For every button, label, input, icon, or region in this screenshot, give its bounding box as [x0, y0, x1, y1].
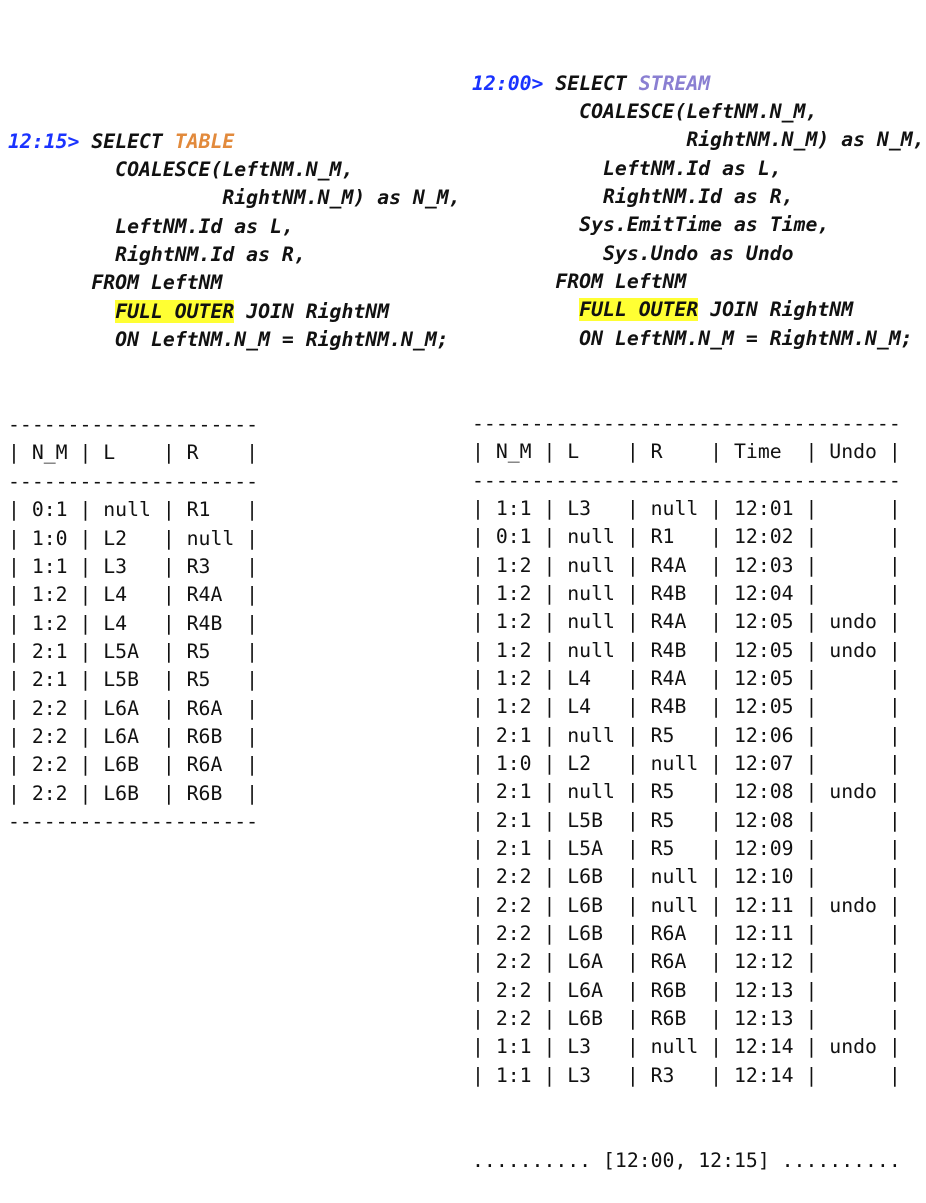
divider: ---------------------: [8, 413, 259, 437]
divider: ---------------------: [8, 469, 259, 493]
table-row: | 1:2 | L4 | R4A | 12:05 | |: [472, 666, 901, 690]
table-row: | 2:1 | L5A | R5 |: [8, 639, 259, 663]
table-row: | 1:2 | L4 | R4A |: [8, 583, 259, 607]
table-row: | 1:2 | L4 | R4B |: [8, 611, 259, 635]
table-row: | 1:0 | L2 | null |: [8, 526, 259, 550]
table-row: | 2:2 | L6B | null | 12:10 | |: [472, 865, 901, 889]
table-row: | 1:2 | L4 | R4B | 12:05 | |: [472, 695, 901, 719]
code-line: FULL OUTER JOIN RightNM: [472, 296, 925, 324]
code-text: JOIN RightNM: [698, 298, 854, 322]
table-row: | 2:1 | null | R5 | 12:08 | undo |: [472, 780, 901, 804]
code-line: Sys.EmitTime as Time,: [472, 211, 925, 239]
code-line: COALESCE(LeftNM.N_M,: [8, 156, 461, 184]
code-text: LeftNM.Id as L,: [472, 156, 782, 180]
code-line: 12:00> SELECT STREAM: [472, 70, 925, 98]
code-line: RightNM.N_M) as N_M,: [8, 184, 461, 212]
code-line: LeftNM.Id as L,: [8, 213, 461, 241]
code-text: RightNM.N_M) as N_M,: [472, 128, 925, 152]
table-row: | 1:2 | null | R4A | 12:05 | undo |: [472, 610, 901, 634]
table-row: | 2:2 | L6B | R6A | 12:11 | |: [472, 922, 901, 945]
table-row: | 1:2 | null | R4A | 12:03 | |: [472, 553, 901, 577]
code-text: Sys.EmitTime as Time,: [472, 213, 830, 237]
code-line: COALESCE(LeftNM.N_M,: [472, 98, 925, 126]
table-row: | 2:1 | L5B | R5 |: [8, 668, 259, 692]
code-text: ON LeftNM.N_M = RightNM.N_M;: [8, 328, 449, 352]
divider: ------------------------------------: [472, 468, 901, 492]
result-table: ------------------------------------ | N_…: [472, 410, 925, 1090]
table-row: | 2:1 | null | R5 | 12:06 | |: [472, 723, 901, 747]
code-text: COALESCE(LeftNM.N_M,: [8, 158, 354, 182]
mode-keyword: TABLE: [174, 129, 235, 153]
code-text: COALESCE(LeftNM.N_M,: [472, 100, 818, 124]
code-line: FULL OUTER JOIN RightNM: [8, 298, 461, 326]
highlighted-keyword: FULL OUTER: [115, 299, 235, 323]
code-line: RightNM.N_M) as N_M,: [472, 126, 925, 154]
divider: ------------------------------------: [472, 411, 901, 435]
table-row: | 2:2 | L6A | R6A | 12:12 | |: [472, 950, 901, 974]
table-row: | 1:2 | null | R4B | 12:05 | undo |: [472, 638, 901, 662]
code-text: RightNM.Id as R,: [8, 243, 306, 267]
stream-query-panel: 12:00> SELECT STREAM COALESCE(LeftNM.N_M…: [472, 13, 925, 1203]
sql-code: 12:00> SELECT STREAM COALESCE(LeftNM.N_M…: [472, 70, 925, 353]
code-text: JOIN RightNM: [234, 299, 390, 323]
table-header: | N_M | L | R | Time | Undo |: [472, 440, 901, 464]
code-text: LeftNM.Id as L,: [8, 214, 294, 238]
code-text: FROM LeftNM: [472, 270, 687, 294]
table-row: | 1:1 | L3 | null | 12:01 | |: [472, 496, 901, 520]
result-table: --------------------- | N_M | L | R | ----…: [8, 411, 461, 836]
table-row: | 1:0 | L2 | null | 12:07 | |: [472, 751, 901, 775]
code-line: RightNM.Id as R,: [472, 183, 925, 211]
code-text: FROM LeftNM: [8, 271, 223, 295]
table-row: | 2:2 | L6A | R6A |: [8, 696, 259, 720]
table-row: | 1:1 | L3 | R3 |: [8, 554, 259, 578]
code-line: ON LeftNM.N_M = RightNM.N_M;: [472, 325, 925, 353]
table-row: | 1:1 | L3 | R3 | 12:14 | |: [472, 1063, 901, 1087]
table-row: | 0:1 | null | R1 |: [8, 498, 259, 522]
table-row: | 2:2 | L6B | R6B |: [8, 781, 259, 805]
sql-code: 12:15> SELECT TABLE COALESCE(LeftNM.N_M,…: [8, 128, 461, 355]
code-text: SELECT: [91, 129, 175, 153]
code-line: FROM LeftNM: [8, 269, 461, 297]
prompt-time: 12:00>: [472, 71, 556, 95]
code-line: RightNM.Id as R,: [8, 241, 461, 269]
mode-keyword: STREAM: [638, 71, 711, 95]
code-text: SELECT: [555, 71, 639, 95]
table-row: | 2:2 | L6B | R6A |: [8, 753, 259, 777]
table-row: | 2:1 | L5A | R5 | 12:09 | |: [472, 836, 901, 860]
divider: ---------------------: [8, 809, 259, 833]
code-line: ON LeftNM.N_M = RightNM.N_M;: [8, 326, 461, 354]
table-query-panel: 12:15> SELECT TABLE COALESCE(LeftNM.N_M,…: [8, 71, 461, 865]
prompt-time: 12:15>: [8, 129, 92, 153]
code-line: Sys.Undo as Undo: [472, 240, 925, 268]
code-text: RightNM.N_M) as N_M,: [8, 186, 461, 210]
code-text: ON LeftNM.N_M = RightNM.N_M;: [472, 326, 913, 350]
table-row: | 1:2 | null | R4B | 12:04 | |: [472, 581, 901, 605]
table-row: | 2:2 | L6B | R6B | 12:13 | |: [472, 1007, 901, 1031]
code-line: LeftNM.Id as L,: [472, 155, 925, 183]
code-text: RightNM.Id as R,: [472, 185, 794, 209]
code-line: FROM LeftNM: [472, 268, 925, 296]
highlighted-keyword: FULL OUTER: [579, 298, 699, 322]
code-text: [8, 300, 115, 323]
table-row: | 2:2 | L6A | R6B |: [8, 724, 259, 748]
table-row: | 1:1 | L3 | null | 12:14 | undo |: [472, 1035, 901, 1059]
table-header: | N_M | L | R |: [8, 441, 259, 465]
table-row: | 2:2 | L6A | R6B | 12:13 | |: [472, 978, 901, 1002]
code-text: Sys.Undo as Undo: [472, 241, 794, 265]
table-row: | 2:1 | L5B | R5 | 12:08 | |: [472, 808, 901, 832]
time-range-footer: .......... [12:00, 12:15] ..........: [472, 1148, 901, 1172]
table-row: | 0:1 | null | R1 | 12:02 | |: [472, 525, 901, 549]
code-text: [472, 298, 579, 321]
code-line: 12:15> SELECT TABLE: [8, 128, 461, 156]
table-row: | 2:2 | L6B | null | 12:11 | undo |: [472, 893, 901, 917]
